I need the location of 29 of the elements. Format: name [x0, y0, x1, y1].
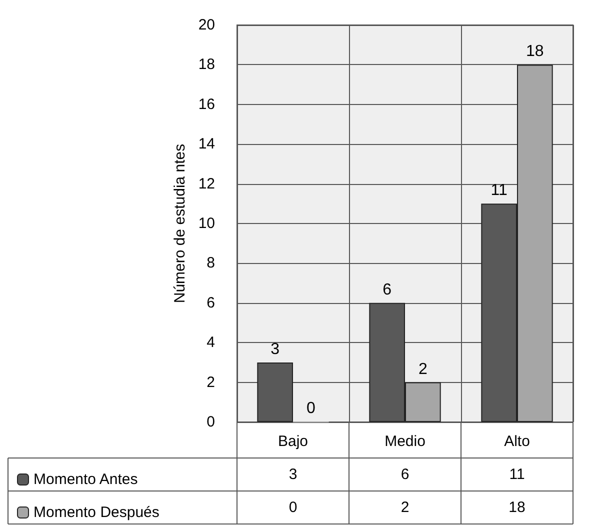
y-tick-label: 12 [198, 175, 215, 192]
x-tick-label: Medio [384, 433, 426, 450]
text: 6 [400, 466, 410, 483]
y-tick-label: 6 [206, 294, 215, 312]
y-tick-label: 4 [206, 334, 215, 352]
y-tick-label: 14 [198, 136, 215, 153]
text: 11 [509, 466, 525, 483]
data-label: 6 [382, 281, 392, 298]
data-label: 0 [306, 400, 316, 417]
text: 3 [288, 466, 298, 483]
y-axis-title: Número de estudia ntes [171, 144, 188, 304]
y-tick-label: 8 [206, 254, 215, 272]
text: 18 [508, 499, 526, 516]
y-tick-label: 10 [198, 215, 215, 232]
text: 0 [288, 499, 298, 516]
legend-label: Momento Antes [34, 471, 138, 488]
data-label: 2 [418, 360, 428, 378]
y-tick-label: 0 [206, 414, 215, 430]
y-tick-label: 16 [198, 96, 215, 113]
x-tick-label: Bajo [278, 433, 308, 450]
data-label: 3 [270, 340, 280, 358]
legend-label: Momento Después [34, 504, 160, 521]
x-tick-label: Alto [504, 433, 530, 450]
y-tick-label: 18 [198, 56, 215, 74]
y-tick-label: 2 [206, 374, 215, 391]
data-label: 18 [526, 43, 544, 60]
data-label: 11 [490, 182, 508, 200]
text: 2 [400, 499, 410, 516]
y-tick-label: 20 [198, 16, 215, 34]
